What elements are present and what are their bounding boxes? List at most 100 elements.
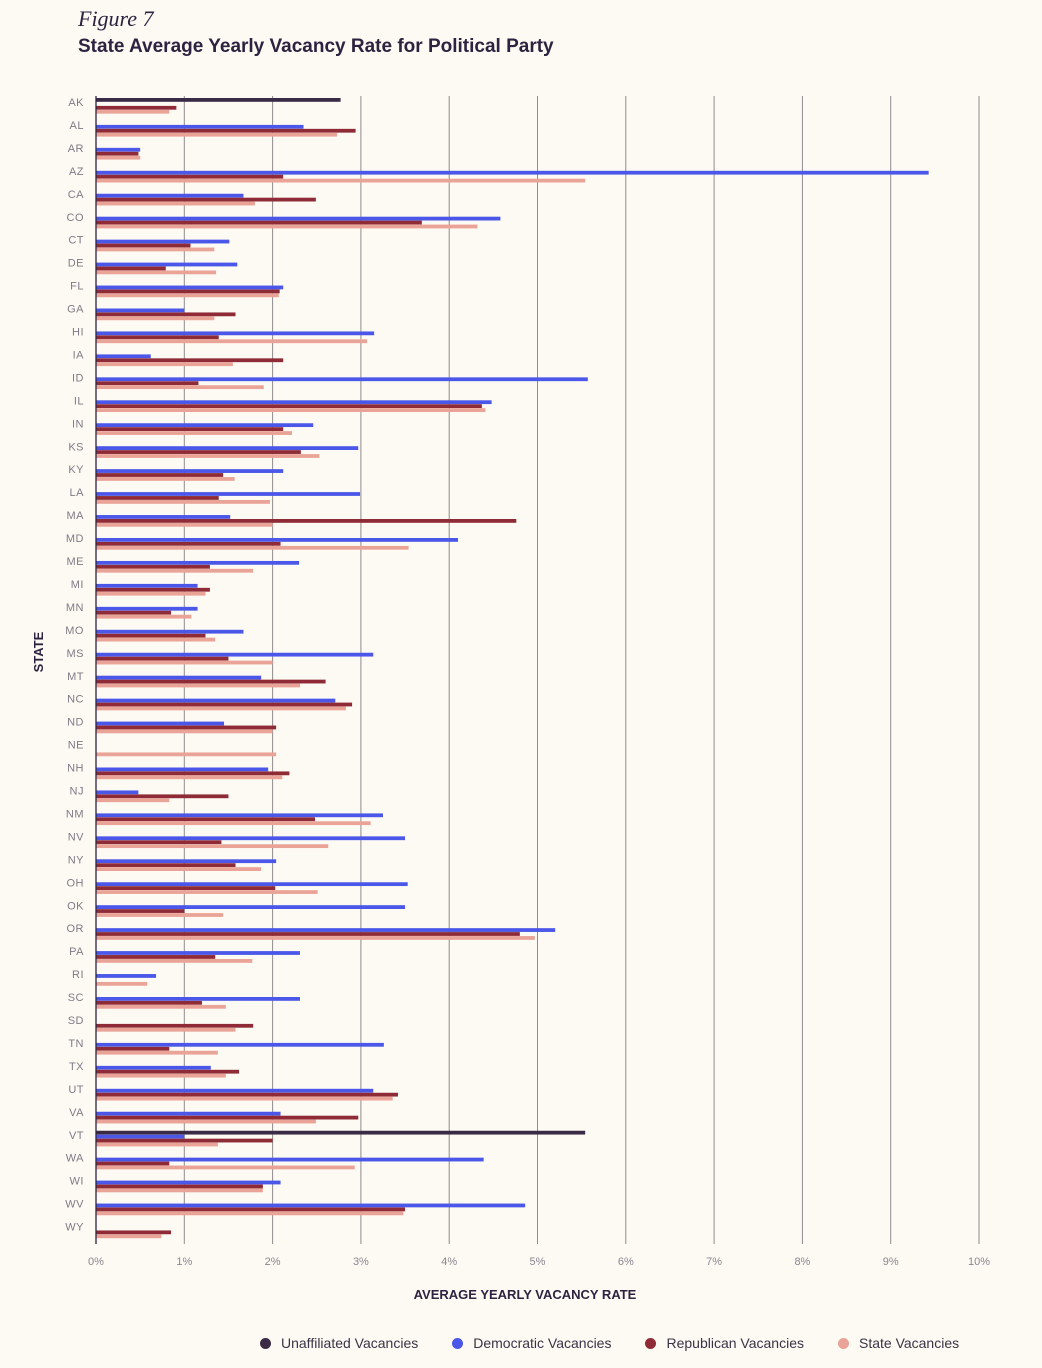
bar-republican-vacancies xyxy=(96,289,280,294)
bar-republican-vacancies xyxy=(96,840,222,845)
x-tick-label: 5% xyxy=(530,1256,546,1268)
bar-republican-vacancies xyxy=(96,771,290,776)
bar-democratic-vacancies xyxy=(96,446,359,450)
bar-state-vacancies xyxy=(96,614,192,619)
bar-state-vacancies xyxy=(96,224,478,229)
bar-republican-vacancies xyxy=(96,427,284,431)
legend-swatch xyxy=(260,1337,271,1349)
bar-unaffiliated-vacancies xyxy=(96,98,341,102)
state-label: TN xyxy=(68,1038,84,1050)
state-label: CA xyxy=(68,189,84,201)
bar-state-vacancies xyxy=(96,936,535,940)
bar-democratic-vacancies xyxy=(96,1042,384,1047)
legend: Unaffiliated Vacancies Democratic Vacanci… xyxy=(260,1335,959,1351)
bar-democratic-vacancies xyxy=(96,1203,526,1208)
legend-swatch xyxy=(452,1337,464,1349)
x-tick-label: 10% xyxy=(968,1256,990,1268)
bar-democratic-vacancies xyxy=(96,515,231,519)
state-label: RI xyxy=(72,969,84,981)
state-labels: AK AL AR AZ CA CO CT DE FL GA HI IA ID IL IN KS KY LA MA MD… xyxy=(65,97,85,1234)
bar-republican-vacancies xyxy=(96,496,219,500)
bar-republican-vacancies xyxy=(96,932,520,936)
x-tick-labels: 0% 1% 2% 3% 4% 5% 6% 7% 8% 9% 10% xyxy=(88,1256,990,1268)
bar-state-vacancies xyxy=(96,1211,404,1216)
state-label: PA xyxy=(69,946,84,958)
state-label: AK xyxy=(68,97,84,109)
bar-democratic-vacancies xyxy=(96,974,157,978)
bar-state-vacancies xyxy=(96,821,371,826)
bar-democratic-vacancies xyxy=(96,1157,484,1162)
legend-swatch xyxy=(837,1337,849,1349)
bar-state-vacancies xyxy=(96,1142,218,1147)
bar-republican-vacancies xyxy=(96,1000,202,1005)
bar-republican-vacancies xyxy=(96,151,139,156)
bar-democratic-vacancies xyxy=(96,239,230,244)
state-label: NM xyxy=(66,808,84,820)
bar-democratic-vacancies xyxy=(96,859,277,864)
bar-republican-vacancies xyxy=(96,1092,398,1097)
state-label: VA xyxy=(69,1107,84,1119)
bar-state-vacancies xyxy=(96,1165,355,1170)
bar-state-vacancies xyxy=(96,1119,316,1124)
bar-republican-vacancies xyxy=(96,1138,273,1143)
bar-democratic-vacancies xyxy=(96,583,198,588)
bar-state-vacancies xyxy=(96,706,346,711)
state-label: NH xyxy=(67,763,84,775)
state-label: KY xyxy=(68,464,84,476)
bar-democratic-vacancies xyxy=(96,308,185,313)
bar-republican-vacancies xyxy=(96,381,199,386)
bar-state-vacancies xyxy=(96,844,329,849)
state-label: ME xyxy=(67,556,85,568)
x-tick-label: 0% xyxy=(88,1256,104,1268)
bar-state-vacancies xyxy=(96,867,262,871)
bar-republican-vacancies xyxy=(96,312,236,317)
bar-democratic-vacancies xyxy=(96,1088,374,1093)
bar-state-vacancies xyxy=(96,545,409,550)
state-label: NY xyxy=(68,854,84,866)
bar-republican-vacancies xyxy=(96,519,517,523)
bar-republican-vacancies xyxy=(96,656,229,661)
state-label: IL xyxy=(74,395,84,407)
bar-republican-vacancies xyxy=(96,404,482,409)
bar-state-vacancies xyxy=(96,729,273,734)
state-label: NV xyxy=(68,831,84,843)
bar-democratic-vacancies xyxy=(96,882,408,887)
state-label: OR xyxy=(67,923,85,935)
bar-democratic-vacancies xyxy=(96,170,929,175)
gridlines xyxy=(183,96,980,1244)
bar-state-vacancies xyxy=(96,431,293,435)
bar-republican-vacancies xyxy=(96,473,224,477)
bar-republican-vacancies xyxy=(96,197,316,202)
state-label: IN xyxy=(72,418,84,430)
bar-democratic-vacancies xyxy=(96,1065,211,1070)
state-label: DE xyxy=(68,258,84,270)
state-label: MN xyxy=(66,602,84,614)
bar-republican-vacancies xyxy=(96,105,177,110)
bar-democratic-vacancies xyxy=(96,652,374,657)
bar-republican-vacancies xyxy=(96,1161,170,1166)
bar-democratic-vacancies xyxy=(96,377,588,382)
bar-state-vacancies xyxy=(96,522,273,527)
bar-state-vacancies xyxy=(96,178,586,183)
legend-swatch xyxy=(645,1337,657,1349)
bar-democratic-vacancies xyxy=(96,492,361,496)
x-tick-label: 6% xyxy=(618,1256,634,1268)
bar-democratic-vacancies xyxy=(96,606,198,611)
bar-democratic-vacancies xyxy=(96,813,383,818)
state-label: KS xyxy=(68,441,84,453)
state-label: AR xyxy=(68,143,84,155)
state-label: UT xyxy=(68,1084,84,1096)
state-label: CO xyxy=(67,212,85,224)
bar-state-vacancies xyxy=(96,500,270,504)
bar-democratic-vacancies xyxy=(96,767,269,772)
state-label: NE xyxy=(68,740,84,752)
bar-republican-vacancies xyxy=(96,1207,406,1212)
state-label: WY xyxy=(65,1222,84,1234)
bar-state-vacancies xyxy=(96,316,215,321)
bar-republican-vacancies xyxy=(96,266,166,271)
state-label: IA xyxy=(73,349,85,361)
state-label: AZ xyxy=(69,166,84,178)
x-tick-label: 8% xyxy=(794,1256,810,1268)
bar-democratic-vacancies xyxy=(96,400,492,405)
bar-state-vacancies xyxy=(96,959,253,963)
